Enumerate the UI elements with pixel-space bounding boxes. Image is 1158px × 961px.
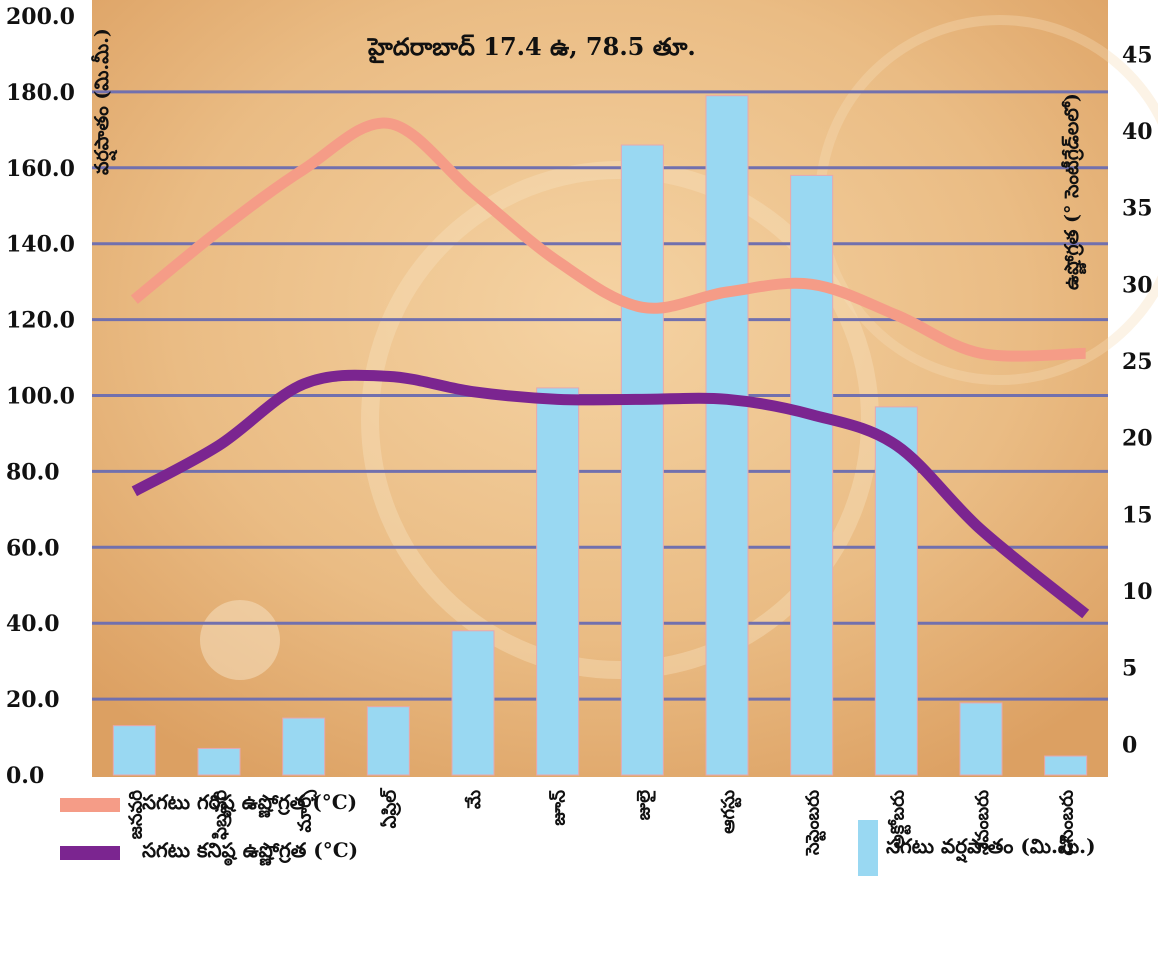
y-right-tick-label: 40: [1122, 119, 1153, 145]
y-right-tick-label: 10: [1122, 579, 1153, 605]
y-left-tick-label: 40.0: [6, 611, 60, 637]
y-left-tick-label: 120.0: [6, 308, 75, 334]
y-right-tick-label: 15: [1122, 502, 1153, 528]
y-left-tick-label: 60.0: [6, 535, 60, 561]
y-left-tick-label: 80.0: [6, 459, 60, 485]
x-tick-label: సెప్టెంబరు: [803, 790, 827, 856]
y-right-axis-label: ఉష్ణోగ్రత (° సెంటీగ్రేడ్‌లలో): [1061, 93, 1087, 290]
legend-rainfall-swatch: [858, 820, 878, 876]
x-tick-label: అక్టోబరు: [887, 790, 911, 849]
y-left-tick-label: 140.0: [6, 232, 75, 258]
rainfall-bar: [874, 406, 918, 776]
legend-max-temp-label: సగటు గరిష్ఠ ఉష్ణోగ్రత (°C): [142, 790, 358, 814]
legend-min-temp-swatch: [60, 845, 120, 860]
y-right-tick-label: 20: [1122, 426, 1153, 452]
decorative-swirl: [361, 161, 879, 679]
rainfall-bar: [197, 747, 241, 776]
y-left-tick-label: 20.0: [6, 687, 60, 713]
rainfall-bar: [282, 717, 326, 776]
rainfall-bar: [366, 706, 410, 776]
x-tick-label: ఏప్రిల్: [379, 788, 401, 829]
y-right-tick-label: 35: [1122, 196, 1153, 222]
rainfall-bar: [959, 702, 1003, 776]
y-right-tick-label: 5: [1122, 656, 1137, 682]
chart-title: హైదరాబాద్ 17.4 ఉ, 78.5 తూ.: [367, 32, 696, 64]
decorative-spot: [200, 600, 280, 680]
x-tick-label: ఆగస్టు: [718, 790, 742, 834]
y-left-tick-label: 180.0: [6, 80, 75, 106]
rainfall-bar: [620, 144, 664, 776]
rainfall-bar: [536, 387, 580, 776]
x-tick-label: జులై: [633, 790, 656, 820]
y-right-tick-label: 0: [1122, 732, 1137, 758]
rainfall-bar: [705, 95, 749, 776]
x-tick-label: మే: [464, 790, 485, 809]
x-tick-label: ఫిబ్రవరి: [210, 790, 232, 840]
rainfall-bar: [790, 174, 834, 776]
legend-min-temp: సగటు కనిష్ఠ ఉష్ణోగ్రత (°C): [60, 838, 358, 867]
rainfall-bar: [1044, 755, 1088, 776]
x-tick-label: డిసెంబరు: [1057, 790, 1078, 855]
y-left-tick-label: 200.0: [6, 4, 75, 30]
legend-min-temp-label: సగటు కనిష్ఠ ఉష్ణోగ్రత (°C): [142, 838, 359, 862]
x-tick-label: నవంబరు: [972, 790, 993, 855]
y-right-tick-label: 25: [1122, 349, 1153, 375]
rainfall-bar: [112, 725, 156, 776]
x-tick-label: మార్చి: [295, 789, 318, 832]
y-right-tick-label: 45: [1122, 42, 1153, 68]
x-tick-label: జనవరి: [125, 790, 146, 840]
min-temp-line: [131, 369, 1090, 619]
x-tick-label: జూన్: [549, 790, 570, 826]
legend-max-temp-swatch: [60, 797, 120, 812]
rainfall-bar: [451, 630, 495, 776]
legend-max-temp: సగటు గరిష్ఠ ఉష్ణోగ్రత (°C): [60, 790, 357, 819]
y-left-tick-label: 160.0: [6, 156, 75, 182]
y-left-tick-label: 0.0: [6, 763, 44, 789]
y-left-tick-label: 100.0: [6, 384, 75, 410]
max-temp-line: [130, 117, 1086, 362]
legend-rainfall-label: సగటు వర్షపాతం (మి.మీ.): [886, 833, 1096, 858]
legend-rainfall: సగటు వర్షపాతం (మి.మీ.): [858, 820, 1096, 876]
y-right-tick-label: 30: [1122, 272, 1153, 298]
